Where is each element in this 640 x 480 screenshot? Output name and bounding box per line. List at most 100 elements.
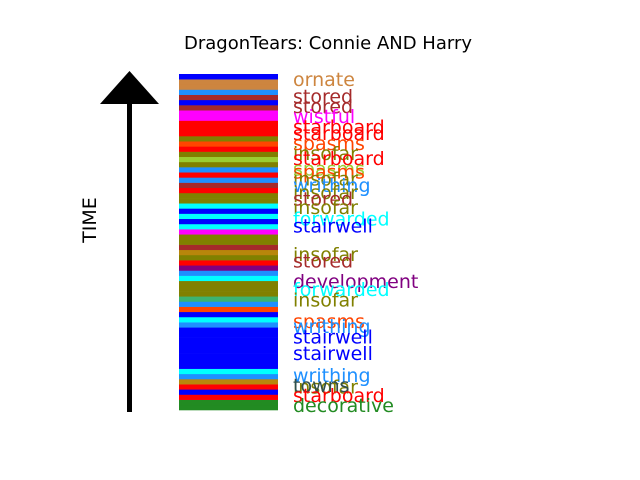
time-stripe [179,306,278,313]
time-stripe [179,327,278,333]
time-stripe [179,105,278,111]
event-label: insofar [293,244,358,266]
chart-title: DragonTears: Connie AND Harry [184,33,472,54]
event-label: writhing [293,316,371,338]
event-label: starboard [293,148,385,170]
time-stripe [179,94,278,101]
event-label: development [293,271,418,293]
time-stripe [179,353,278,359]
time-stripe [179,280,278,287]
time-stripe [179,373,278,380]
event-label: insofar [293,143,358,165]
time-stripe [179,192,278,199]
time-stripe [179,311,278,318]
time-stripe [179,136,278,142]
event-label: insofar [293,377,358,399]
time-stripe [179,99,278,106]
time-stripe [179,141,278,147]
time-stripe [179,89,278,95]
event-label: starboard [293,116,385,138]
event-label: insofar [293,289,358,311]
time-stripe [179,203,278,209]
time-stripe [179,270,278,276]
time-stripe [179,285,278,292]
event-label: wistful [293,106,355,128]
time-stripe [179,213,278,220]
time-stripe [179,275,278,282]
event-label: stairwell [293,326,373,348]
time-stripe [179,254,278,261]
time-stripe [179,249,278,256]
time-stripe [179,187,278,194]
time-stripe [179,115,278,121]
time-stripe [179,316,278,323]
time-stripe [179,332,278,338]
event-label: stored [293,251,353,273]
time-stripe [179,322,278,328]
time-stripe [179,342,278,349]
time-stripe [179,167,278,173]
time-stripe [179,378,278,385]
time-stripe [179,130,278,137]
event-label: starboard [293,123,385,145]
event-label: forwarded [293,279,390,301]
time-stripe [179,394,278,400]
time-stripe [179,363,278,369]
event-label: insofar [293,168,358,190]
event-label: writhing [293,175,371,197]
event-label: towns [293,375,350,397]
time-stripe [179,234,278,240]
event-label: stairwell [293,215,373,237]
event-label: stored [293,189,353,211]
time-stripe [179,229,278,235]
time-stripe [179,172,278,178]
time-stripe [179,399,278,406]
event-label: spasms [293,311,365,333]
time-stripe [179,337,278,344]
time-stripe [179,156,278,163]
time-stripe-bar [179,74,278,411]
event-label: stored [293,86,353,108]
time-stripe [179,368,278,375]
event-label: starboard [293,385,385,407]
time-stripe [179,182,278,189]
event-label: insofar [293,182,358,204]
time-stripe [179,84,278,90]
time-stripe [179,198,278,204]
event-label: forwarded [293,209,390,231]
time-stripe [179,301,278,307]
time-stripe [179,358,278,364]
event-label: stored [293,96,353,118]
time-stripe [179,79,278,85]
time-stripe [179,74,278,80]
time-stripe [179,296,278,302]
time-arrow-head-icon [100,71,159,104]
event-label: spasms [293,158,365,180]
time-stripe [179,208,278,214]
time-stripe [179,223,278,230]
time-stripe [179,146,278,152]
time-stripe [179,291,278,297]
time-stripe [179,125,278,132]
event-labels: ornatestoredstoredwistfulstarboardstarbo… [293,69,418,417]
time-stripe [179,161,278,168]
time-axis-label: TIME [79,197,101,244]
time-stripe [179,177,278,183]
time-stripe [179,260,278,266]
event-label: decorative [293,395,394,417]
time-stripe [179,120,278,126]
time-stripe [179,218,278,225]
event-label: spasms [293,162,365,184]
time-stripe [179,110,278,116]
time-stripe [179,384,278,390]
event-label: spasms [293,133,365,155]
event-label: writhing [293,365,371,387]
time-stripe [179,151,278,158]
time-stripe [179,347,278,354]
time-stripe [179,239,278,245]
time-axis [100,71,159,412]
time-stripe [179,265,278,271]
time-stripe [179,404,278,411]
event-label: insofar [293,197,358,219]
